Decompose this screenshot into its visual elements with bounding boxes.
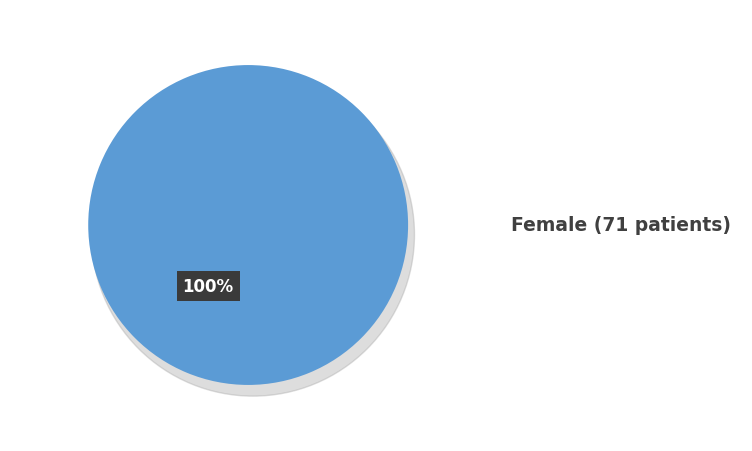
Ellipse shape [92,74,414,396]
Text: Female (71 patients): Female (71 patients) [511,216,732,235]
Text: 100%: 100% [183,277,234,295]
Wedge shape [88,66,408,385]
